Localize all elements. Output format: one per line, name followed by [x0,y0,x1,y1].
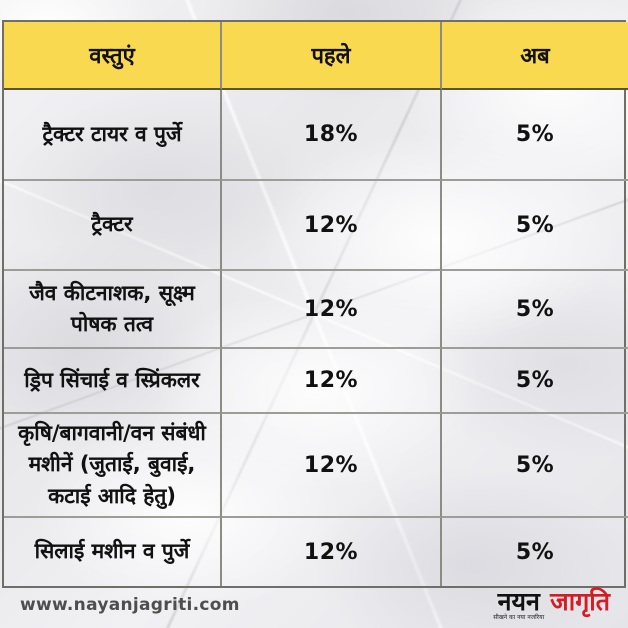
table-row-item: ड्रिप सिंचाई व स्प्रिंकलर [4,349,222,414]
table-row-now: 5% [442,90,628,181]
table-row-now: 5% [442,349,628,414]
table-row-item: सिलाई मशीन व पुर्जे [4,518,222,586]
table-row-now: 5% [442,414,628,518]
website-url: www.nayanjagriti.com [20,595,240,615]
table-row-item: कृषि/बागवानी/वन संबंधी मशीनें (जुताई, बु… [4,414,222,518]
logo-text-jagriti: जागृति [550,587,610,616]
column-header-items: वस्तुएं [4,22,222,90]
column-header-now: अब [442,22,628,90]
logo-text-nayan: नयन [497,587,540,616]
table-row-item: ट्रैक्टर [4,181,222,271]
column-header-before: पहले [222,22,442,90]
table-row-before: 12% [222,181,442,271]
footer: www.nayanjagriti.com नयन सीखने का नया नज… [0,586,628,628]
table-row-before: 12% [222,414,442,518]
table-row-now: 5% [442,271,628,349]
gst-rate-table: वस्तुएं पहले अब ट्रैक्टर टायर व पुर्जे 1… [2,20,628,588]
table-row-item: ट्रैक्टर टायर व पुर्जे [4,90,222,181]
logo-tagline: सीखने का नया नजरिया [493,614,545,621]
table-row-before: 12% [222,271,442,349]
table-row-before: 12% [222,349,442,414]
table-row-item: जैव कीटनाशक, सूक्ष्म पोषक तत्व [4,271,222,349]
table-row-before: 12% [222,518,442,586]
table-row-before: 18% [222,90,442,181]
logo-wordmark-left: नयन सीखने का नया नजरिया [493,589,544,621]
nayan-jagriti-logo: नयन सीखने का नया नजरिया जागृति [493,589,610,621]
table-row-now: 5% [442,181,628,271]
table-row-now: 5% [515,539,555,565]
